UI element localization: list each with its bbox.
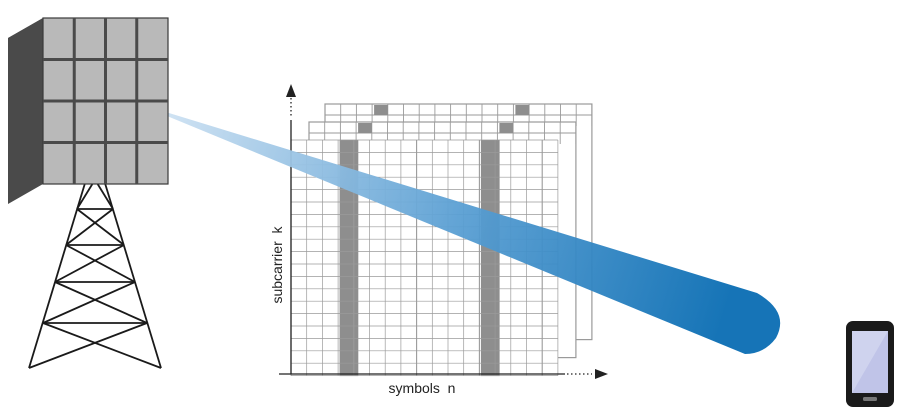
pilot-mark [358,123,372,133]
axes: subcarrier k symbols n [269,84,608,396]
tablet-icon [846,321,894,407]
tablet-button [863,397,877,401]
beam [133,102,781,354]
lattice-tower-icon [28,169,162,369]
pilot-mark [499,123,514,133]
y-axis-label: subcarrier k [269,225,285,303]
pilot-mark [515,105,530,115]
y-axis-arrowhead [286,84,296,97]
antenna-array-icon [8,17,169,204]
pilot-column [480,140,500,377]
panel-side [8,18,43,204]
x-axis-label: symbols n [389,380,456,396]
x-axis-arrowhead [595,369,608,379]
panel-grid [43,18,168,184]
tablet-screen-shadow [852,331,888,393]
pilot-mark [374,105,388,115]
